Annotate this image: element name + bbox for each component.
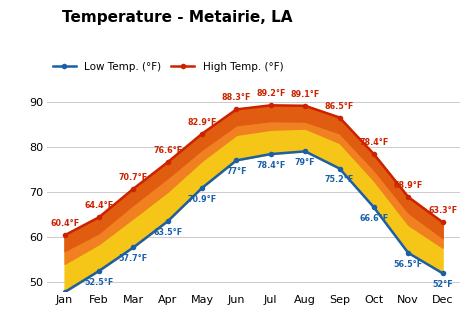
- High Temp. (°F): [130, 187, 136, 191]
- Text: 82.9°F: 82.9°F: [187, 118, 217, 127]
- Text: 47.8°F: 47.8°F: [0, 330, 1, 331]
- High Temp. (°F): [62, 233, 67, 237]
- High Temp. (°F): [440, 220, 446, 224]
- Low Temp. (°F): [268, 152, 273, 156]
- High Temp. (°F): [96, 215, 102, 219]
- Text: 57.7°F: 57.7°F: [119, 255, 148, 263]
- Low Temp. (°F): [371, 205, 377, 209]
- Text: 89.2°F: 89.2°F: [256, 89, 285, 98]
- High Temp. (°F): [165, 160, 171, 164]
- High Temp. (°F): [371, 152, 377, 156]
- Low Temp. (°F): [165, 219, 171, 223]
- Text: 56.5°F: 56.5°F: [394, 260, 423, 269]
- Text: 75.2°F: 75.2°F: [325, 175, 354, 184]
- Text: 60.4°F: 60.4°F: [50, 219, 79, 228]
- Low Temp. (°F): [337, 166, 342, 170]
- Low Temp. (°F): [62, 290, 67, 294]
- Legend: Low Temp. (°F), High Temp. (°F): Low Temp. (°F), High Temp. (°F): [53, 62, 283, 72]
- Line: High Temp. (°F): High Temp. (°F): [62, 103, 446, 238]
- Text: 66.6°F: 66.6°F: [359, 214, 388, 223]
- Text: 86.5°F: 86.5°F: [325, 102, 354, 111]
- Text: Temperature - Metairie, LA: Temperature - Metairie, LA: [62, 10, 292, 25]
- High Temp. (°F): [337, 116, 342, 119]
- Text: 52.5°F: 52.5°F: [84, 278, 114, 287]
- Text: 78.4°F: 78.4°F: [256, 161, 285, 170]
- Text: 70.9°F: 70.9°F: [188, 195, 217, 204]
- Text: 68.9°F: 68.9°F: [393, 181, 423, 190]
- Text: 78.4°F: 78.4°F: [359, 138, 389, 147]
- Low Temp. (°F): [302, 149, 308, 153]
- Low Temp. (°F): [405, 251, 411, 255]
- High Temp. (°F): [302, 104, 308, 108]
- Text: 88.3°F: 88.3°F: [222, 93, 251, 102]
- High Temp. (°F): [405, 195, 411, 199]
- Low Temp. (°F): [199, 186, 205, 190]
- High Temp. (°F): [268, 103, 273, 107]
- High Temp. (°F): [199, 132, 205, 136]
- Low Temp. (°F): [440, 271, 446, 275]
- Line: Low Temp. (°F): Low Temp. (°F): [62, 149, 446, 295]
- Low Temp. (°F): [96, 269, 102, 273]
- Low Temp. (°F): [234, 159, 239, 163]
- Text: 63.3°F: 63.3°F: [428, 206, 457, 215]
- High Temp. (°F): [234, 107, 239, 111]
- Text: 77°F: 77°F: [226, 167, 246, 176]
- Text: 89.1°F: 89.1°F: [291, 90, 320, 99]
- Text: 79°F: 79°F: [295, 158, 315, 167]
- Text: 70.7°F: 70.7°F: [119, 173, 148, 182]
- Text: 64.4°F: 64.4°F: [84, 201, 113, 210]
- Text: 52°F: 52°F: [432, 280, 453, 289]
- Text: 76.6°F: 76.6°F: [153, 146, 182, 155]
- Text: 63.5°F: 63.5°F: [153, 228, 182, 237]
- Low Temp. (°F): [130, 246, 136, 250]
